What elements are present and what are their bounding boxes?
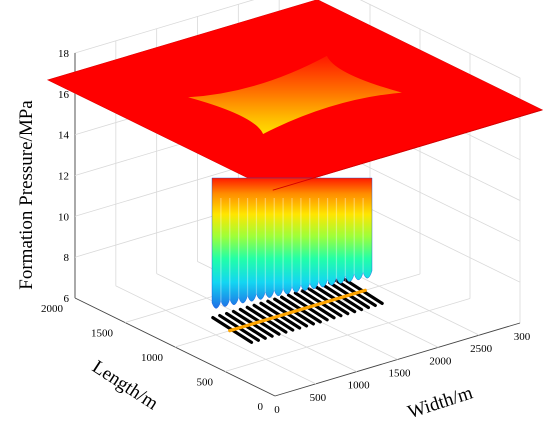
y-tick-label: 2000 [41,303,64,315]
z-tick-label: 14 [58,130,70,142]
y-axis-title: Length/m [88,356,162,414]
depression-wall [211,177,373,309]
z-tick-label: 6 [64,293,70,305]
x-tick-label: 1000 [348,380,371,392]
well-and-fractures [211,277,384,344]
floor-grid-y [224,298,471,372]
x-tick-label: 2500 [470,343,493,355]
z-tick-label: 18 [58,48,70,60]
tick-labels: 0500100015002000250030005001000150020006… [41,48,531,416]
x-tick-label: 500 [310,392,327,404]
x-axis-title: Width/m [405,382,475,423]
z-tick-label: 8 [64,252,70,264]
horizontal-well [228,288,367,333]
plateau-front-edge [272,109,543,191]
pressure-surface [46,0,544,309]
y-tick-label: 500 [197,377,214,389]
y-tick-label: 0 [258,401,264,413]
y-tick-label: 1000 [141,352,164,364]
x-tick-label: 1500 [389,368,412,380]
depression-bowl [188,55,402,134]
z-tick-label: 12 [58,171,69,183]
x-tick-label: 300 [514,331,531,343]
z-axis-title: Formation Pressure/MPa [16,100,37,290]
z-tick-label: 16 [58,89,70,101]
x-tick-label: 2000 [429,355,452,367]
x-tick-label: 0 [274,404,280,416]
z-tick-label: 10 [58,211,70,223]
y-tick-label: 1500 [91,328,114,340]
side-wall-frame [359,0,521,323]
